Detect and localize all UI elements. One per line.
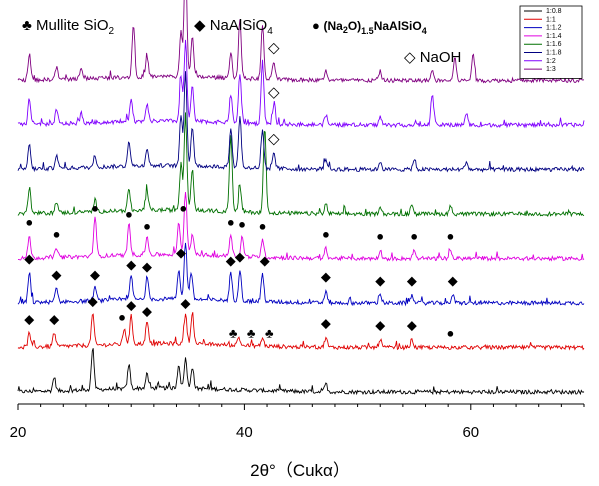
peak-marker: ◆	[142, 259, 152, 274]
series-legend: 1:0.81:1 1:1.21:1.41:1.6 1:1.81:21:3	[519, 5, 583, 79]
legend-entry: 1:2	[546, 58, 556, 65]
peak-marker: ●	[125, 207, 133, 222]
peak-marker: ◆	[52, 267, 62, 282]
x-tick-label: 20	[10, 424, 27, 441]
peak-marker: ◇	[268, 84, 280, 101]
series-line-1-1.8	[17, 71, 585, 173]
peak-marker: ◆	[407, 318, 417, 333]
peak-marker: ●	[322, 227, 330, 242]
peak-marker: ◇	[268, 40, 280, 57]
legend-entry: 1:3	[546, 66, 556, 73]
x-tick-label: 60	[462, 424, 479, 441]
legend-entry: 1:1.2	[546, 25, 562, 32]
series-legend-box	[519, 5, 583, 79]
peak-marker: ●	[25, 215, 33, 230]
series-line-1-1.2	[17, 242, 585, 307]
peak-marker: ●	[179, 201, 187, 216]
series-line-1-1	[17, 312, 585, 351]
peak-marker: ●	[446, 326, 454, 341]
phase-legend-na2o: ● (Na2O)1.5NaAlSiO4	[312, 18, 427, 36]
peak-marker: ●	[91, 201, 99, 216]
peak-marker: ♣	[247, 326, 256, 341]
legend-entry: 1:1.8	[546, 50, 562, 57]
phase-legend-naalsio4: ◆ NaAlSiO4	[194, 17, 273, 37]
peak-marker: ◆	[226, 253, 236, 268]
legend-entry: 1:1.4	[546, 33, 562, 40]
peak-marker: ●	[446, 229, 454, 244]
peak-marker: ◆	[375, 273, 385, 288]
peak-marker: ♣	[229, 326, 238, 341]
legend-entry: 1:1	[546, 16, 556, 23]
x-tick-label: 40	[236, 424, 253, 441]
series-line-1-2	[17, 39, 585, 129]
legend-entry: 1:1.6	[546, 41, 562, 48]
peak-marker: ●	[143, 219, 151, 234]
peak-marker: ◆	[260, 253, 270, 268]
legend-entry: 1:0.8	[546, 8, 562, 15]
peak-marker: ●	[376, 229, 384, 244]
peak-marker: ◆	[181, 296, 191, 311]
peak-marker: ♣	[265, 326, 274, 341]
peak-marker: ●	[259, 219, 267, 234]
phase-legend: ♣ Mullite SiO2 ◆ NaAlSiO4 ● (Na2O)1.5NaAlS…	[22, 17, 461, 66]
peak-marker: ●	[227, 215, 235, 230]
peak-marker: ◆	[126, 257, 136, 272]
series-line-1-1.6	[17, 112, 585, 218]
peak-marker: ◆	[176, 245, 186, 260]
peak-marker: ◆	[142, 304, 152, 319]
x-axis-title: 2θ°（Cukα）	[250, 461, 350, 480]
peak-marker: ◆	[321, 316, 331, 331]
peak-marker: ●	[410, 229, 418, 244]
annotation-layer: ◆ ◆◆ ◆ ◆◆◆ ◆ ◆●●♣ ♣ ♣◆◆ ◆◆ ◆◆◆ ◆ ◆◆ ◆ ◆ ◆●●● ●●●● ● ●● ● ● ●…	[24, 40, 457, 341]
peak-marker: ◆	[49, 312, 59, 327]
peak-marker: ◆	[24, 251, 34, 266]
peak-marker: ◇	[268, 131, 280, 148]
peak-marker: ◆	[90, 267, 100, 282]
series-line-1-3	[17, 0, 585, 84]
peak-marker: ◆	[235, 249, 245, 264]
phase-legend-mullite: ♣ Mullite SiO2	[22, 17, 115, 37]
peak-marker: ◆	[321, 269, 331, 284]
peak-marker: ◆	[88, 294, 98, 309]
peak-marker: ◆	[375, 318, 385, 333]
peak-marker: ◆	[448, 273, 458, 288]
peak-marker: ●	[53, 227, 61, 242]
series-layer	[17, 0, 585, 396]
phase-legend-naoh: ◇ NaOH	[404, 49, 461, 66]
peak-marker: ◆	[407, 273, 417, 288]
series-line-1-1.4	[17, 191, 585, 262]
x-axis: 20 40 60	[10, 403, 585, 441]
peak-marker: ●	[118, 310, 126, 325]
series-line-1-0.8	[17, 348, 585, 396]
peak-marker: ●	[238, 217, 246, 232]
peak-marker: ◆	[24, 312, 34, 327]
peak-marker: ◆	[126, 298, 136, 313]
